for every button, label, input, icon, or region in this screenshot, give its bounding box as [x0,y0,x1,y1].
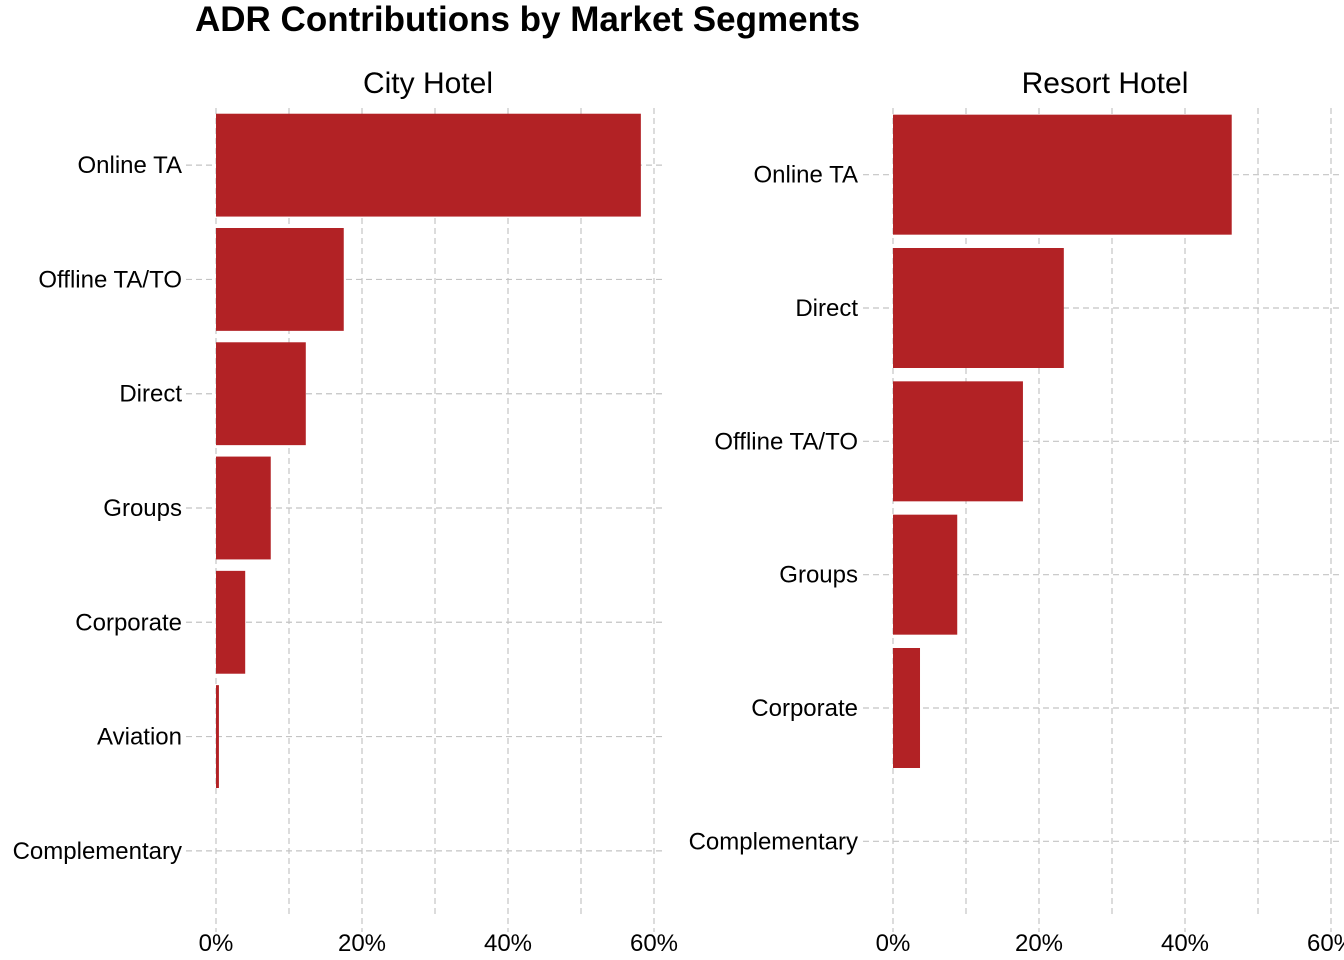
category-label: Complementary [689,828,858,855]
panel-title-resort-hotel: Resort Hotel [1022,67,1189,100]
category-label: Offline TA/TO [38,266,182,293]
category-label: Direct [119,381,182,408]
x-tick-label: 0% [876,930,911,957]
bar-city-hotel-groups [216,456,271,560]
x-tick-label: 20% [1015,930,1063,957]
category-label: Corporate [751,695,858,722]
x-tick-label: 60% [630,930,678,957]
bar-city-hotel-offline-ta-to [216,228,344,331]
bar-city-hotel-aviation [216,685,219,788]
bar-resort-hotel-direct [893,248,1064,368]
category-label: Online TA [754,162,859,189]
x-tick-label: 20% [338,930,386,957]
x-tick-label: 0% [199,930,234,957]
bar-resort-hotel-groups [893,514,958,635]
x-tick-label: 40% [1161,930,1209,957]
category-label: Online TA [78,152,183,179]
bar-resort-hotel-online-ta [893,114,1232,235]
category-label: Complementary [13,838,182,865]
category-label: Direct [795,295,858,322]
bar-resort-hotel-corporate [893,648,921,768]
chart-title: ADR Contributions by Market Segments [195,0,861,39]
panel-title-city-hotel: City Hotel [363,67,493,100]
bar-city-hotel-online-ta [216,113,641,217]
bar-city-hotel-corporate [216,570,246,674]
category-label: Offline TA/TO [714,428,858,455]
category-label: Aviation [97,724,182,751]
bar-resort-hotel-offline-ta-to [893,381,1023,502]
x-tick-label: 60% [1307,930,1344,957]
category-label: Corporate [75,609,182,636]
category-label: Groups [779,562,858,589]
category-label: Groups [103,495,182,522]
bar-city-hotel-direct [216,342,306,446]
x-tick-label: 40% [484,930,532,957]
